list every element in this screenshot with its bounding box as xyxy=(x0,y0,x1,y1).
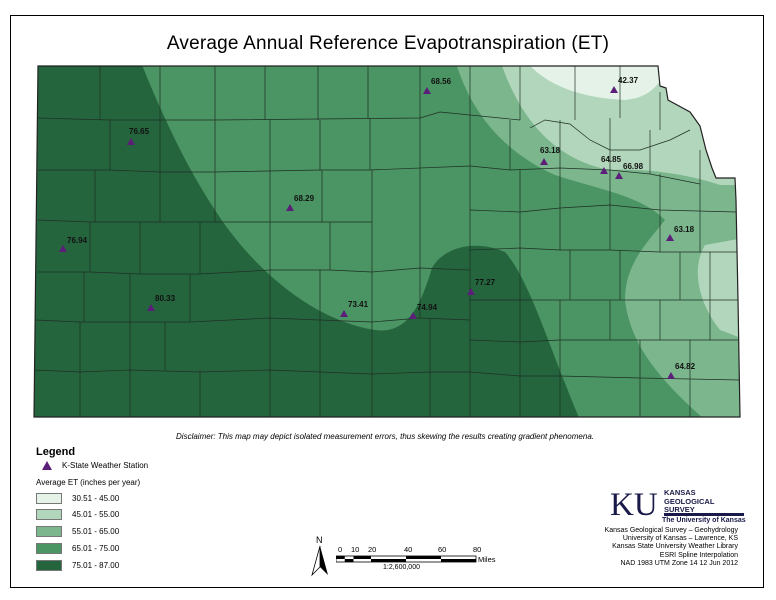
legend-swatch xyxy=(36,543,62,554)
legend-class-label: 45.01 - 55.00 xyxy=(72,510,120,519)
weather-station-marker xyxy=(540,158,548,165)
weather-station-marker xyxy=(666,234,674,241)
station-value-label: 77.27 xyxy=(475,278,496,287)
scale-bar xyxy=(336,555,477,563)
weather-station-marker xyxy=(409,312,417,319)
legend-swatch xyxy=(36,560,62,571)
station-triangle-icon xyxy=(42,461,52,470)
north-arrow-icon xyxy=(311,545,328,577)
legend-title: Legend xyxy=(36,446,76,458)
legend-class-3: 55.01 - 65.00 xyxy=(36,526,119,537)
scale-tick: 40 xyxy=(404,545,413,554)
ku-name-line1: KANSAS xyxy=(664,488,696,497)
scale-unit: Miles xyxy=(478,555,496,564)
credit-line: NAD 1983 UTM Zone 14 12 Jun 2012 xyxy=(620,559,738,567)
scale-ratio: 1:2,600,000 xyxy=(383,564,420,571)
legend-class-5: 75.01 - 87.00 xyxy=(36,560,119,571)
ku-name: KANSAS GEOLOGICAL SURVEY xyxy=(664,488,715,515)
station-value-label: 80.33 xyxy=(155,294,176,303)
ku-name-line3: SURVEY xyxy=(664,505,695,514)
scale-tick: 20 xyxy=(368,545,377,554)
scale-tick: 10 xyxy=(351,545,360,554)
weather-station-marker xyxy=(127,138,135,145)
et-zone-30-45 xyxy=(525,66,670,100)
weather-station-marker xyxy=(600,167,608,174)
legend-et-heading: Average ET (inches per year) xyxy=(36,478,141,487)
station-value-label: 63.18 xyxy=(674,225,695,234)
scale-tick: 80 xyxy=(473,545,482,554)
county-boundaries xyxy=(34,66,740,417)
legend-station-label: K-State Weather Station xyxy=(62,461,149,470)
credit-line: ESRI Spline Interpolation xyxy=(659,551,738,559)
station-value-label: 68.56 xyxy=(431,77,452,86)
legend-swatch xyxy=(36,493,62,504)
legend-class-label: 65.01 - 75.00 xyxy=(72,544,120,553)
station-value-label: 64.82 xyxy=(675,362,696,371)
station-value-label: 64.85 xyxy=(601,155,622,164)
scale-tick: 0 xyxy=(338,545,343,554)
ku-university: The University of Kansas xyxy=(662,517,746,524)
legend-class-1: 30.51 - 45.00 xyxy=(36,493,119,504)
map-title: Average Annual Reference Evapotranspirat… xyxy=(166,33,610,54)
legend-class-4: 65.01 - 75.00 xyxy=(36,543,119,554)
station-value-label: 73.41 xyxy=(348,300,369,309)
weather-station-marker xyxy=(59,245,67,252)
ku-divider xyxy=(664,513,744,516)
station-value-label: 66.98 xyxy=(623,162,644,171)
station-value-label: 68.29 xyxy=(294,194,315,203)
legend-swatch xyxy=(36,526,62,537)
weather-station-marker xyxy=(423,87,431,94)
legend-class-label: 30.51 - 45.00 xyxy=(72,494,120,503)
weather-station-marker xyxy=(667,372,675,379)
weather-station-marker xyxy=(340,310,348,317)
legend-class-2: 45.01 - 55.00 xyxy=(36,509,119,520)
weather-station-marker xyxy=(286,204,294,211)
credit-line: Kansas Geological Survey – Geohydrology xyxy=(604,527,738,534)
station-value-label: 74.94 xyxy=(417,303,438,312)
legend-class-label: 55.01 - 65.00 xyxy=(72,527,120,536)
credit-line: University of Kansas – Lawrence, KS xyxy=(622,535,738,543)
legend-class-label: 75.01 - 87.00 xyxy=(72,561,120,570)
station-value-label: 76.94 xyxy=(67,236,88,245)
north-label: N xyxy=(316,535,323,545)
disclaimer: Disclaimer: This map may depict isolated… xyxy=(176,432,594,441)
map-border xyxy=(10,15,764,588)
station-value-label: 76.65 xyxy=(129,127,150,136)
ku-logo: KU xyxy=(610,487,658,520)
weather-station-marker xyxy=(467,288,475,295)
weather-station-marker xyxy=(147,304,155,311)
legend-swatch xyxy=(36,509,62,520)
ku-logo-mark: KU xyxy=(610,487,658,520)
et-zone-45-55 xyxy=(500,66,740,345)
station-value-label: 42.37 xyxy=(618,76,639,85)
station-value-label: 63.18 xyxy=(540,146,561,155)
legend-station-entry: K-State Weather Station xyxy=(42,461,148,470)
credits: Kansas Geological Survey – Geohydrology … xyxy=(560,527,738,568)
scale-tick: 60 xyxy=(438,545,447,554)
credit-line: Kansas State University Weather Library xyxy=(612,543,738,551)
ku-name-line2: GEOLOGICAL xyxy=(664,496,715,506)
weather-station-marker xyxy=(610,86,618,93)
weather-station-marker xyxy=(615,172,623,179)
kansas-state-outline xyxy=(33,65,741,418)
